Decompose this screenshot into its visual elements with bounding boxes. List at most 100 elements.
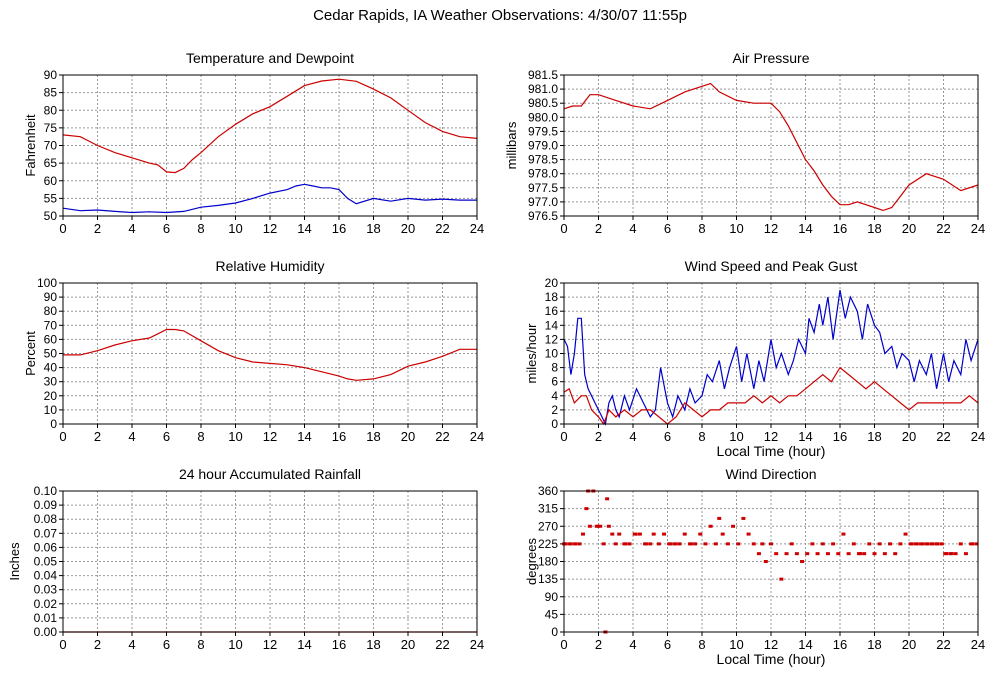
temp-frame xyxy=(62,74,478,217)
page-title: Cedar Rapids, IA Weather Observations: 4… xyxy=(313,7,687,24)
winddir-point xyxy=(656,542,661,546)
pressure-x-tick-label: 22 xyxy=(936,221,950,236)
humidity-x-tick-label: 0 xyxy=(59,429,66,444)
humidity-x-tick-label: 18 xyxy=(366,429,380,444)
humidity-x-tick-label: 12 xyxy=(263,429,277,444)
wind-series-line-0 xyxy=(563,289,979,426)
pressure-x-tick-label: 16 xyxy=(833,221,847,236)
pressure-y-tick-label: 977.5 xyxy=(528,181,558,195)
humidity-y-tick-label: 40 xyxy=(44,361,58,375)
rain-x-tick-label: 16 xyxy=(332,637,346,652)
wind-x-tick-label: 2 xyxy=(595,429,602,444)
rain-x-tick-label: 0 xyxy=(59,637,66,652)
wind-x-tick-label: 24 xyxy=(971,429,985,444)
temp-x-tick-label: 18 xyxy=(366,221,380,236)
wind-y-tick-label: 10 xyxy=(545,347,559,361)
humidity-x-tick-label: 22 xyxy=(435,429,449,444)
temp-x-tick-label: 4 xyxy=(128,221,135,236)
rain-x-tick-label: 24 xyxy=(470,637,484,652)
winddir-point xyxy=(605,497,610,501)
pressure-title: Air Pressure xyxy=(732,50,809,66)
rain-x-tick-label: 12 xyxy=(263,637,277,652)
rain-y-tick-label: 0.02 xyxy=(34,597,58,611)
winddir-point xyxy=(617,532,622,536)
winddir-point xyxy=(584,507,589,511)
rain-y-axis-label: Inches xyxy=(7,542,22,581)
winddir-point xyxy=(751,542,756,546)
winddir-point xyxy=(682,532,687,536)
pressure-y-tick-label: 980.5 xyxy=(528,96,558,110)
winddir-point xyxy=(677,542,682,546)
rain-y-tick-label: 0.01 xyxy=(34,611,58,625)
wind-x-tick-label: 14 xyxy=(798,429,812,444)
winddir-point xyxy=(651,532,656,536)
winddir-point xyxy=(789,542,794,546)
humidity-y-tick-label: 0 xyxy=(50,417,57,431)
pressure-x-tick-label: 12 xyxy=(764,221,778,236)
rain-x-tick-label: 18 xyxy=(366,637,380,652)
winddir-y-tick-label: 90 xyxy=(545,590,559,604)
wind-y-tick-label: 0 xyxy=(551,417,558,431)
winddir-point xyxy=(963,552,968,556)
winddir-point xyxy=(831,542,836,546)
winddir-point xyxy=(662,532,667,536)
temp-y-tick-label: 80 xyxy=(44,103,58,117)
humidity-y-tick-label: 70 xyxy=(44,318,58,332)
winddir-point xyxy=(898,542,903,546)
rain-x-tick-label: 6 xyxy=(163,637,170,652)
winddir-y-tick-label: 270 xyxy=(538,519,558,533)
winddir-point xyxy=(610,532,615,536)
winddir-point xyxy=(810,542,815,546)
humidity-x-tick-label: 4 xyxy=(128,429,135,444)
wind-x-tick-label: 16 xyxy=(833,429,847,444)
wind-y-tick-label: 8 xyxy=(551,361,558,375)
winddir-x-tick-label: 2 xyxy=(595,637,602,652)
temp-x-tick-label: 6 xyxy=(163,221,170,236)
winddir-point xyxy=(731,524,736,528)
temp-y-axis-label: Fahrenheit xyxy=(23,114,38,177)
pressure-y-tick-label: 978.5 xyxy=(528,153,558,167)
wind-x-tick-label: 18 xyxy=(867,429,881,444)
humidity-x-tick-label: 8 xyxy=(197,429,204,444)
winddir-point xyxy=(862,552,867,556)
temp-x-tick-label: 22 xyxy=(435,221,449,236)
humidity-y-tick-label: 10 xyxy=(44,403,58,417)
temp-series-line-0 xyxy=(62,78,478,174)
winddir-point xyxy=(888,542,893,546)
winddir-point xyxy=(774,552,779,556)
winddir-point xyxy=(953,552,958,556)
pressure-y-tick-label: 981.0 xyxy=(528,82,558,96)
winddir-point xyxy=(637,532,642,536)
rain-x-tick-label: 8 xyxy=(197,637,204,652)
winddir-point xyxy=(598,524,603,528)
humidity-x-tick-label: 14 xyxy=(297,429,311,444)
winddir-point xyxy=(872,552,877,556)
temp-y-tick-label: 75 xyxy=(44,121,58,135)
wind-x-tick-label: 22 xyxy=(936,429,950,444)
wind-y-tick-label: 2 xyxy=(551,403,558,417)
winddir-point xyxy=(717,516,722,520)
winddir-x-tick-label: 18 xyxy=(867,637,881,652)
wind-x-axis-label: Local Time (hour) xyxy=(717,443,826,459)
humidity-x-tick-label: 16 xyxy=(332,429,346,444)
pressure-series-line-0 xyxy=(563,82,979,212)
humidity-y-tick-label: 30 xyxy=(44,375,58,389)
winddir-point xyxy=(746,532,751,536)
pressure-x-tick-label: 24 xyxy=(971,221,985,236)
humidity-x-tick-label: 20 xyxy=(401,429,415,444)
pressure-y-axis-label: millibars xyxy=(504,121,519,169)
rain-y-tick-label: 0.03 xyxy=(34,583,58,597)
rain-x-tick-label: 20 xyxy=(401,637,415,652)
winddir-point xyxy=(763,560,768,563)
rain-x-tick-label: 4 xyxy=(128,637,135,652)
winddir-point xyxy=(820,542,825,546)
humidity-y-tick-label: 90 xyxy=(44,290,58,304)
wind-frame xyxy=(563,282,979,425)
humidity-y-tick-label: 80 xyxy=(44,304,58,318)
winddir-point xyxy=(736,542,741,546)
temp-x-tick-label: 0 xyxy=(59,221,66,236)
wind-y-tick-label: 20 xyxy=(545,276,559,290)
wind-x-tick-label: 6 xyxy=(664,429,671,444)
